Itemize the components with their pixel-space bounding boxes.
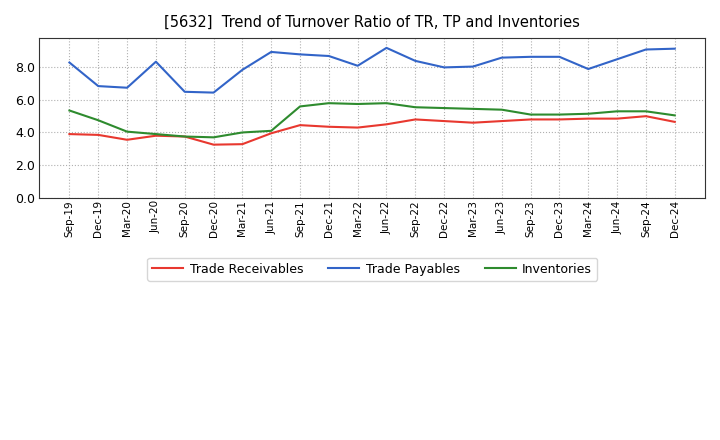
Trade Payables [354,63,362,68]
Inventories [498,107,506,112]
Inventories [411,105,420,110]
Trade Receivables [411,117,420,122]
Trade Receivables [382,122,391,127]
Trade Receivables [325,124,333,129]
Line: Trade Receivables: Trade Receivables [69,116,675,145]
Inventories [238,130,247,135]
Trade Payables [122,85,131,90]
Trade Payables [382,45,391,51]
Trade Receivables [122,137,131,143]
Trade Payables [642,47,650,52]
Trade Receivables [94,132,102,138]
Inventories [613,109,621,114]
Inventories [325,100,333,106]
Trade Receivables [152,133,161,138]
Trade Receivables [498,118,506,124]
Inventories [642,109,650,114]
Trade Payables [94,84,102,89]
Inventories [296,104,305,109]
Title: [5632]  Trend of Turnover Ratio of TR, TP and Inventories: [5632] Trend of Turnover Ratio of TR, TP… [164,15,580,30]
Inventories [354,101,362,106]
Trade Receivables [181,134,189,139]
Trade Payables [555,54,564,59]
Inventories [526,112,535,117]
Inventories [94,117,102,123]
Trade Payables [152,59,161,64]
Trade Payables [65,60,73,65]
Inventories [267,128,276,133]
Trade Payables [325,53,333,59]
Trade Payables [296,52,305,57]
Trade Payables [210,90,218,95]
Trade Payables [267,49,276,55]
Trade Receivables [642,114,650,119]
Trade Receivables [526,117,535,122]
Trade Receivables [555,117,564,122]
Trade Payables [181,89,189,95]
Trade Receivables [440,118,449,124]
Trade Payables [613,57,621,62]
Inventories [122,129,131,134]
Inventories [670,113,679,118]
Inventories [181,134,189,139]
Trade Receivables [613,116,621,121]
Trade Receivables [296,122,305,128]
Trade Receivables [584,116,593,121]
Inventories [584,111,593,117]
Inventories [65,108,73,113]
Trade Payables [411,58,420,63]
Inventories [469,106,477,111]
Inventories [382,100,391,106]
Trade Receivables [469,120,477,125]
Trade Receivables [670,119,679,125]
Trade Payables [238,67,247,73]
Trade Receivables [354,125,362,130]
Line: Trade Payables: Trade Payables [69,48,675,92]
Trade Payables [584,66,593,72]
Inventories [440,106,449,111]
Inventories [152,132,161,137]
Trade Payables [498,55,506,60]
Trade Receivables [210,142,218,147]
Trade Payables [469,64,477,69]
Inventories [210,135,218,140]
Trade Payables [440,65,449,70]
Trade Receivables [267,131,276,136]
Inventories [555,112,564,117]
Trade Receivables [65,132,73,137]
Legend: Trade Receivables, Trade Payables, Inventories: Trade Receivables, Trade Payables, Inven… [147,257,597,281]
Line: Inventories: Inventories [69,103,675,137]
Trade Receivables [238,142,247,147]
Trade Payables [670,46,679,51]
Trade Payables [526,54,535,59]
